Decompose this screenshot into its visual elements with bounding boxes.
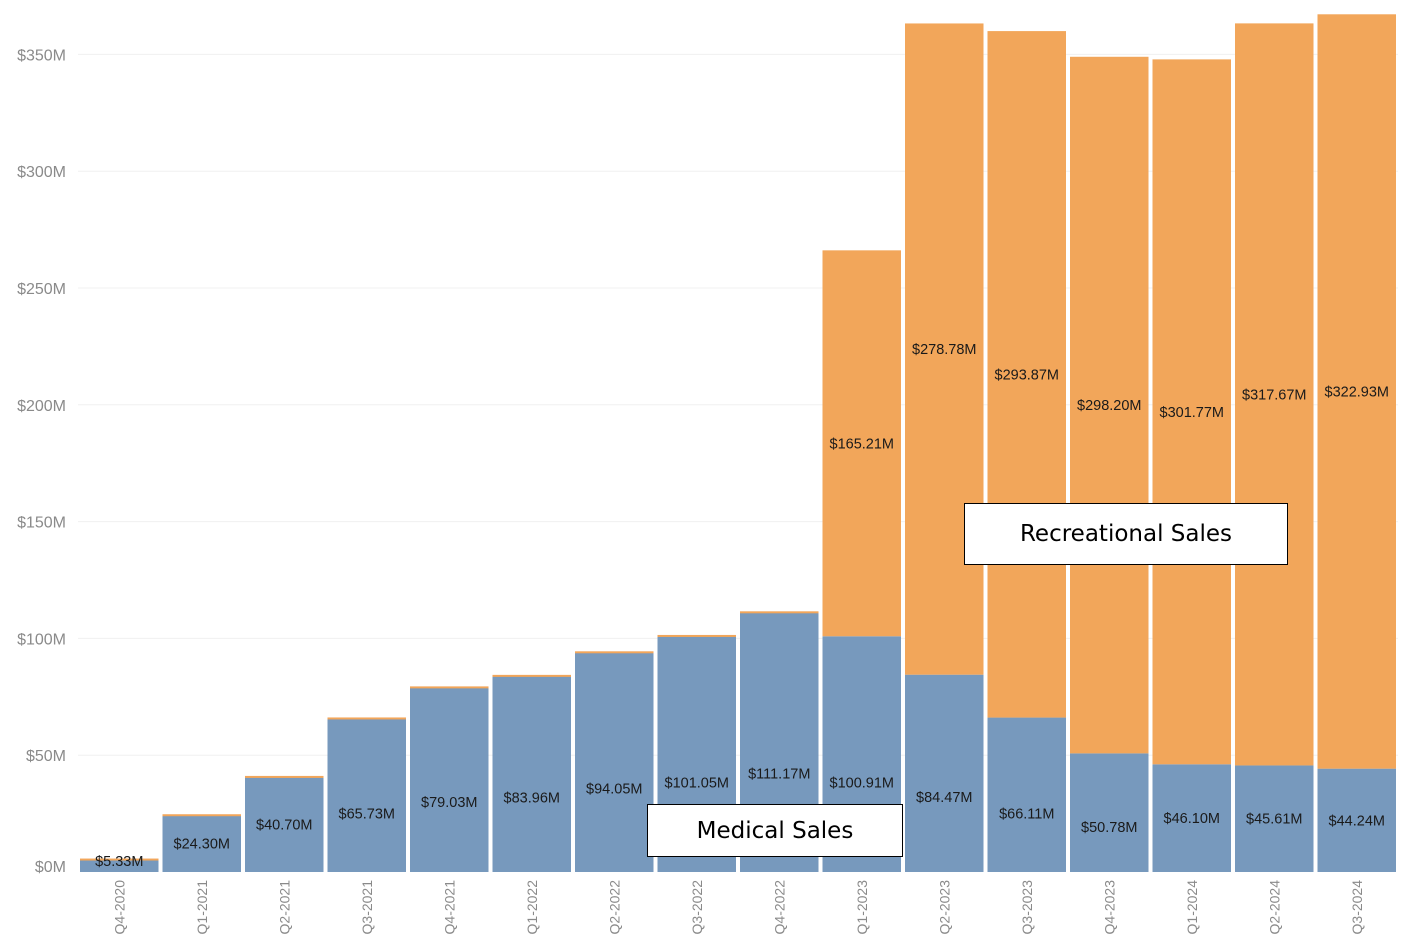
gridlines: [78, 53, 1398, 756]
medical-sales-bar: [245, 776, 324, 872]
medical-sales-value-label: $100.91M: [830, 775, 895, 791]
x-axis-ticks: Q4-2020 Q1-2021 Q2-2021 Q3-2021 Q4-2021 Q1-20…: [111, 880, 1365, 935]
medical-sales-value-label: $45.61M: [1246, 812, 1302, 828]
medical-sales-bar: [905, 674, 984, 872]
y-tick-label: $300M: [17, 164, 66, 181]
x-tick-label: Q4-2021: [441, 880, 457, 935]
medical-sales-value-label: $84.47M: [916, 790, 972, 806]
recreational-sales-value-label: $301.77M: [1160, 405, 1225, 421]
medical-sales-bar: [410, 687, 489, 872]
medical-sales-value-label: $101.05M: [665, 775, 730, 791]
medical-sales-value-label: $66.11M: [999, 806, 1054, 822]
recreational-sales-bar: [327, 717, 406, 720]
x-tick-label: Q1-2022: [524, 880, 540, 935]
x-tick-label: Q3-2024: [1349, 880, 1365, 935]
medical-sales-value-label: $44.24M: [1329, 813, 1385, 829]
recreational-sales-value-label: $293.87M: [995, 367, 1060, 383]
recreational-sales-bar: [410, 686, 489, 689]
medical-sales-value-label: $79.03M: [421, 795, 477, 811]
x-tick-label: Q2-2024: [1266, 880, 1282, 935]
recreational-sales-value-label: $322.93M: [1325, 384, 1390, 400]
recreational-sales-bar: [822, 250, 901, 637]
data-labels: $5.33M $24.30M $40.70M $65.73M $79.03M $83.96…: [95, 342, 1389, 870]
medical-sales-value-label: $46.10M: [1164, 811, 1220, 827]
medical-sales-label: Medical Sales: [696, 817, 854, 844]
x-tick-label: Q3-2022: [689, 880, 705, 935]
medical-sales-bar: [575, 652, 654, 872]
recreational-sales-value-label: $165.21M: [830, 436, 895, 452]
medical-sales-value-label: $50.78M: [1081, 820, 1137, 836]
x-tick-label: Q1-2023: [854, 880, 870, 935]
x-tick-label: Q2-2021: [276, 880, 292, 935]
x-tick-label: Q4-2020: [111, 880, 127, 935]
x-tick-label: Q1-2021: [194, 880, 210, 935]
recreational-sales-bar: [905, 23, 984, 675]
medical-sales-value-label: $5.33M: [95, 854, 143, 870]
recreational-sales-value-label: $317.67M: [1242, 387, 1307, 403]
recreational-sales-bar: [987, 31, 1066, 718]
y-tick-label: $200M: [17, 398, 66, 415]
x-tick-label: Q4-2023: [1101, 880, 1117, 935]
recreational-sales-bar: [657, 634, 736, 637]
medical-sales-bar: [492, 675, 571, 872]
y-tick-label: $100M: [17, 631, 66, 648]
medical-sales-value-label: $65.73M: [339, 807, 395, 823]
medical-sales-value-label: $94.05M: [586, 782, 642, 798]
x-tick-label: Q3-2021: [359, 880, 375, 935]
recreational-sales-label: Recreational Sales: [1019, 521, 1232, 547]
medical-sales-label-box: Medical Sales: [647, 804, 903, 857]
recreational-sales-bar: [740, 611, 819, 614]
y-tick-label: $150M: [17, 515, 66, 532]
x-tick-label: Q2-2023: [936, 880, 952, 935]
recreational-sales-bar: [1070, 56, 1149, 754]
medical-sales-bar: [1235, 765, 1314, 872]
medical-sales-value-label: $111.17M: [748, 766, 810, 782]
recreational-sales-label-box: Recreational Sales: [964, 503, 1288, 565]
recreational-sales-bar: [1152, 59, 1231, 765]
x-tick-label: Q3-2023: [1019, 880, 1035, 935]
medical-sales-bar: [1317, 768, 1396, 872]
medical-sales-value-label: $40.70M: [256, 817, 312, 833]
medical-sales-bar: [987, 717, 1066, 872]
x-tick-label: Q1-2024: [1184, 880, 1200, 935]
x-tick-label: Q2-2022: [606, 880, 622, 935]
y-tick-label: $250M: [17, 281, 66, 298]
medical-sales-value-label: $24.30M: [174, 837, 230, 853]
medical-sales-bar: [80, 859, 159, 872]
medical-sales-bar: [162, 815, 241, 872]
y-axis-ticks: $0M $50M $100M $150M $200M $250M $300M $350M: [17, 47, 66, 876]
medical-sales-bar: [327, 718, 406, 872]
y-tick-label: $0M: [35, 859, 66, 876]
recreational-sales-bar: [162, 814, 241, 817]
recreational-sales-bar: [80, 858, 159, 861]
bars: [80, 14, 1396, 872]
medical-sales-value-label: $83.96M: [504, 790, 560, 806]
recreational-sales-bar: [575, 651, 654, 654]
recreational-sales-bar: [245, 775, 324, 778]
y-tick-label: $350M: [17, 47, 66, 64]
recreational-sales-bar: [1317, 14, 1396, 769]
medical-sales-bar: [1152, 764, 1231, 872]
x-tick-label: Q4-2022: [771, 880, 787, 935]
y-tick-label: $50M: [26, 748, 66, 765]
recreational-sales-bar: [492, 674, 571, 677]
recreational-sales-value-label: $278.78M: [912, 342, 977, 358]
medical-sales-bar: [1070, 753, 1149, 872]
recreational-sales-value-label: $298.20M: [1077, 398, 1142, 414]
recreational-sales-bar: [1235, 23, 1314, 766]
